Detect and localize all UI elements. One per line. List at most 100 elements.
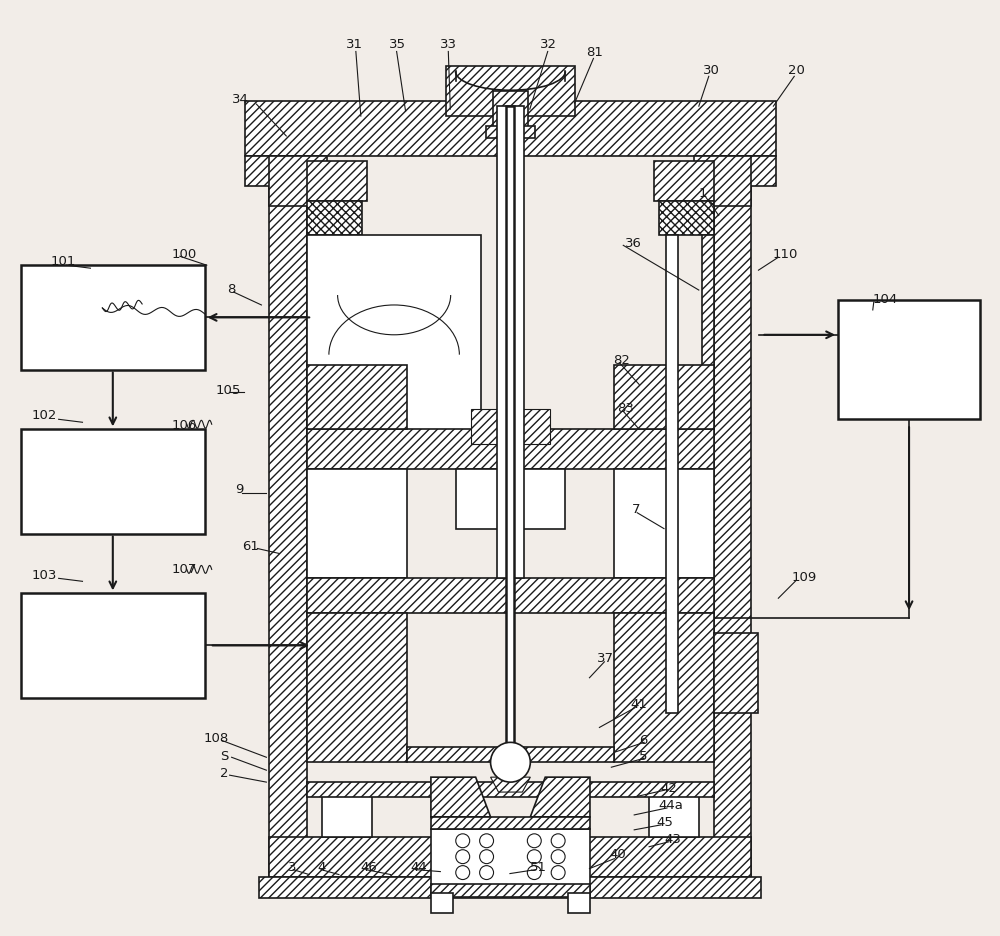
Text: 32: 32	[540, 38, 557, 51]
Text: 9: 9	[236, 483, 244, 496]
Circle shape	[480, 834, 494, 848]
Circle shape	[527, 850, 541, 864]
Polygon shape	[530, 777, 590, 817]
Text: 31: 31	[346, 38, 363, 51]
Text: 40: 40	[609, 847, 626, 860]
Bar	[269, 837, 751, 877]
Text: 109: 109	[791, 570, 817, 583]
Circle shape	[527, 866, 541, 880]
Text: 101: 101	[51, 255, 76, 268]
Circle shape	[551, 850, 565, 864]
Text: 5: 5	[639, 749, 648, 762]
Text: 81: 81	[586, 46, 603, 59]
Circle shape	[456, 834, 470, 848]
Text: 102: 102	[32, 408, 57, 421]
Text: 106: 106	[172, 418, 197, 431]
Circle shape	[491, 742, 530, 782]
Bar	[649, 787, 699, 837]
Circle shape	[456, 866, 470, 880]
Text: 103: 103	[32, 568, 57, 581]
Text: 35: 35	[389, 38, 406, 51]
Text: 51: 51	[530, 860, 547, 873]
Text: 20: 20	[788, 64, 805, 77]
Text: 43: 43	[664, 832, 681, 845]
Bar	[307, 470, 407, 578]
Text: 7: 7	[632, 503, 641, 516]
Text: 104: 104	[873, 292, 898, 305]
Bar	[431, 829, 590, 894]
Bar	[322, 787, 372, 837]
Bar	[21, 593, 205, 698]
Bar	[307, 782, 714, 797]
Text: 82: 82	[613, 354, 630, 367]
Text: 33: 33	[440, 38, 457, 51]
Text: 4: 4	[317, 860, 325, 873]
Text: 100: 100	[172, 247, 197, 260]
Text: 83: 83	[617, 402, 634, 415]
Bar	[702, 236, 714, 434]
Bar	[714, 634, 758, 713]
Polygon shape	[431, 777, 491, 817]
Bar	[431, 817, 590, 829]
Circle shape	[551, 834, 565, 848]
Text: 8: 8	[228, 283, 236, 295]
Bar	[269, 162, 307, 877]
Bar	[654, 162, 714, 201]
Text: 105: 105	[216, 384, 241, 397]
Text: 30: 30	[703, 64, 720, 77]
Bar	[21, 430, 205, 534]
Bar	[307, 578, 714, 613]
Text: S: S	[220, 749, 228, 762]
Text: 36: 36	[625, 237, 642, 250]
Text: 3: 3	[288, 860, 297, 873]
Text: 6: 6	[639, 733, 648, 746]
Bar	[307, 613, 407, 763]
Bar	[714, 162, 751, 877]
Bar	[307, 365, 407, 430]
Text: 46: 46	[361, 860, 378, 873]
Text: 107: 107	[172, 563, 197, 576]
Text: 34: 34	[232, 93, 248, 106]
Bar	[245, 102, 776, 156]
Text: 110: 110	[772, 247, 798, 260]
Circle shape	[551, 866, 565, 880]
Text: 108: 108	[204, 731, 229, 744]
Circle shape	[456, 850, 470, 864]
Circle shape	[480, 850, 494, 864]
Bar	[269, 156, 327, 206]
Bar	[456, 470, 565, 529]
Text: 44: 44	[411, 860, 427, 873]
Text: 37: 37	[597, 651, 614, 665]
Text: 45: 45	[656, 815, 673, 828]
Bar	[245, 156, 299, 186]
Bar	[722, 156, 776, 186]
Bar	[307, 201, 362, 236]
Text: 42: 42	[660, 781, 677, 794]
Bar	[614, 470, 714, 578]
Bar	[431, 894, 453, 914]
Text: 1: 1	[699, 187, 707, 200]
Bar	[666, 236, 678, 713]
Bar	[307, 236, 481, 434]
Bar	[568, 894, 590, 914]
Bar	[259, 877, 761, 899]
Bar	[497, 107, 524, 578]
Bar	[486, 127, 535, 139]
Polygon shape	[491, 777, 530, 792]
Bar	[493, 92, 528, 137]
Bar	[431, 884, 590, 898]
Text: 61: 61	[243, 539, 259, 552]
Bar	[614, 365, 714, 430]
Bar	[694, 156, 751, 206]
Bar	[515, 410, 550, 445]
Bar	[838, 300, 980, 420]
Bar	[506, 107, 514, 748]
Bar	[614, 613, 714, 763]
Bar	[471, 410, 505, 445]
Bar	[307, 162, 367, 201]
Bar	[446, 67, 575, 117]
Bar	[659, 201, 714, 236]
Text: 2: 2	[220, 766, 228, 779]
Bar	[407, 748, 614, 763]
Circle shape	[527, 834, 541, 848]
